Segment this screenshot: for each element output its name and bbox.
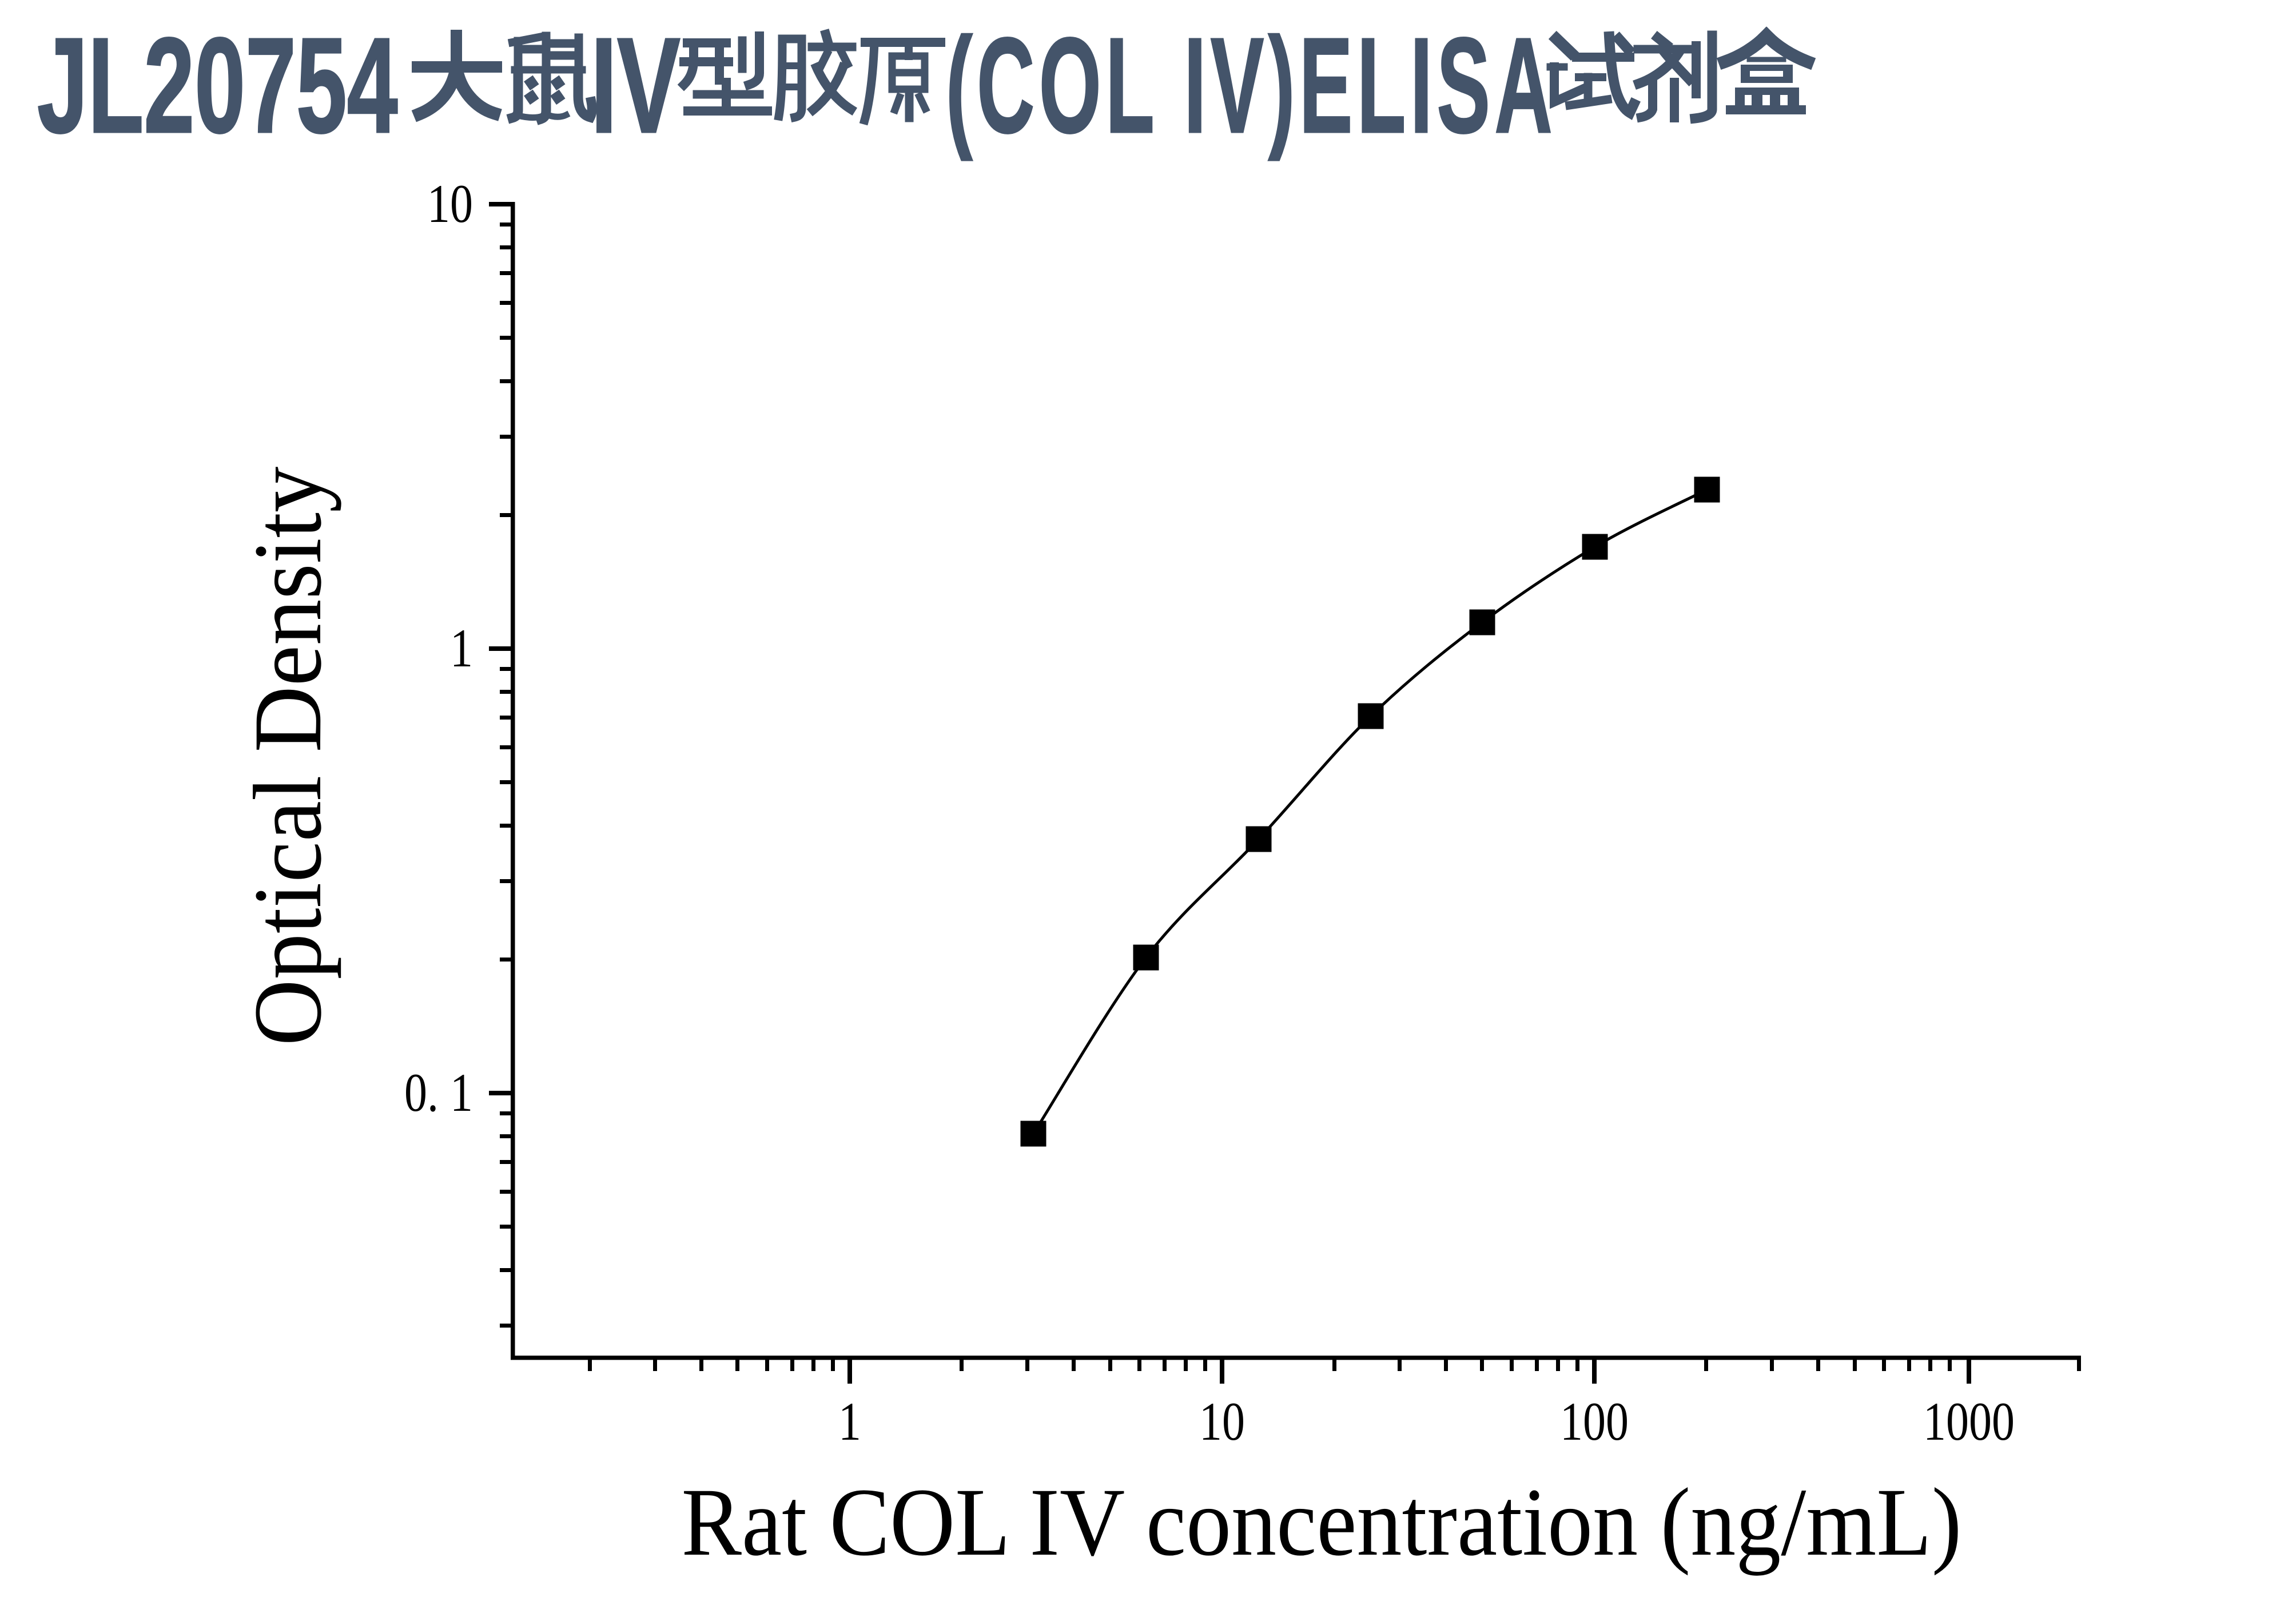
svg-text:10: 10: [427, 174, 473, 234]
svg-text:1: 1: [838, 1392, 861, 1452]
svg-text:0. 1: 0. 1: [404, 1063, 473, 1123]
svg-text:1000: 1000: [1923, 1392, 2015, 1452]
svg-text:JL20754: JL20754: [37, 9, 398, 161]
svg-text:Optical Density: Optical Density: [234, 466, 341, 1046]
svg-text:Rat COL IV concentration (ng/m: Rat COL IV concentration (ng/mL): [682, 1468, 1962, 1576]
svg-text:10: 10: [1199, 1392, 1245, 1452]
svg-text:IV: IV: [591, 10, 681, 161]
svg-text:1: 1: [450, 618, 473, 678]
svg-text:100: 100: [1560, 1392, 1629, 1452]
svg-text:(COL IV)ELISA: (COL IV)ELISA: [946, 10, 1557, 161]
